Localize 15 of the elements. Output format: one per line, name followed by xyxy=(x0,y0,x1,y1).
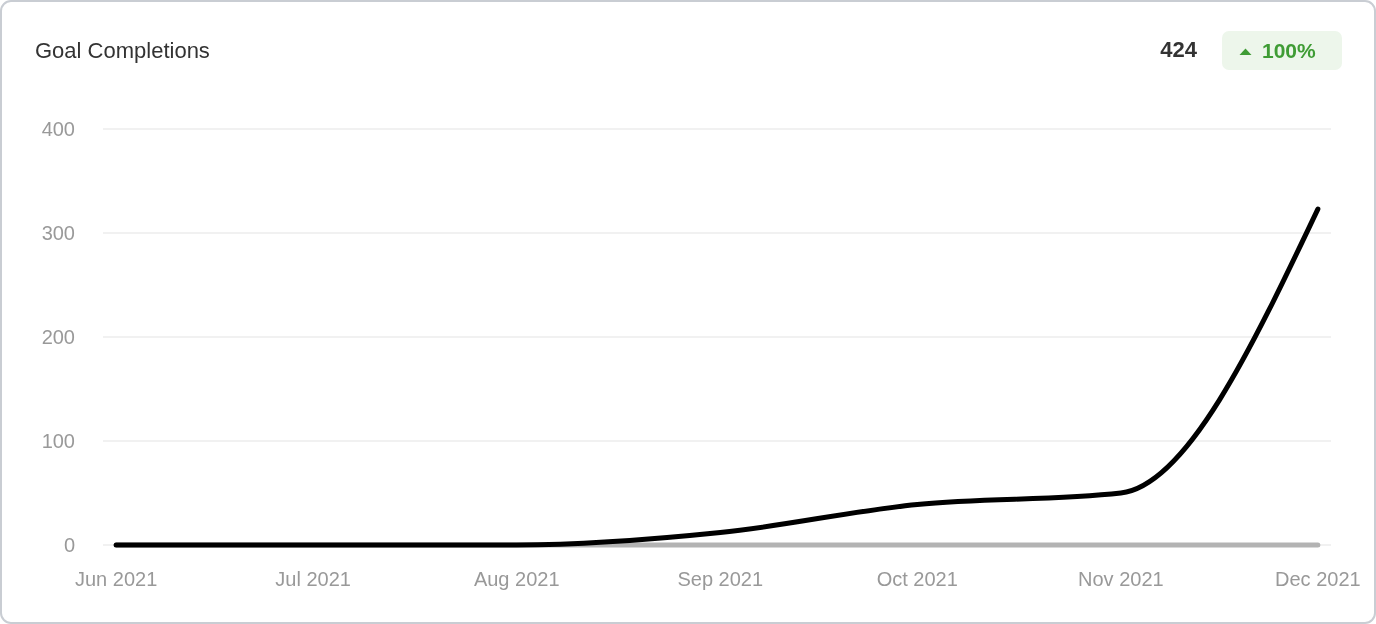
x-tick-label: Oct 2021 xyxy=(876,568,958,590)
y-tick-label: 300 xyxy=(41,222,75,244)
x-tick-label: Jul 2021 xyxy=(275,568,351,590)
y-tick-label: 400 xyxy=(41,118,75,140)
y-tick-label: 0 xyxy=(63,534,75,556)
x-tick-label: Dec 2021 xyxy=(1275,568,1361,590)
chart-title: Goal Completions xyxy=(35,38,210,63)
y-tick-label: 100 xyxy=(41,430,75,452)
x-tick-label: Aug 2021 xyxy=(473,568,560,590)
y-tick-label: 200 xyxy=(41,326,75,348)
text: 100% xyxy=(1262,39,1317,62)
x-tick-label: Nov 2021 xyxy=(1078,568,1164,590)
x-tick-label: Sep 2021 xyxy=(677,568,764,590)
text: 424 xyxy=(1160,37,1198,62)
x-tick-label: Jun 2021 xyxy=(74,568,158,590)
